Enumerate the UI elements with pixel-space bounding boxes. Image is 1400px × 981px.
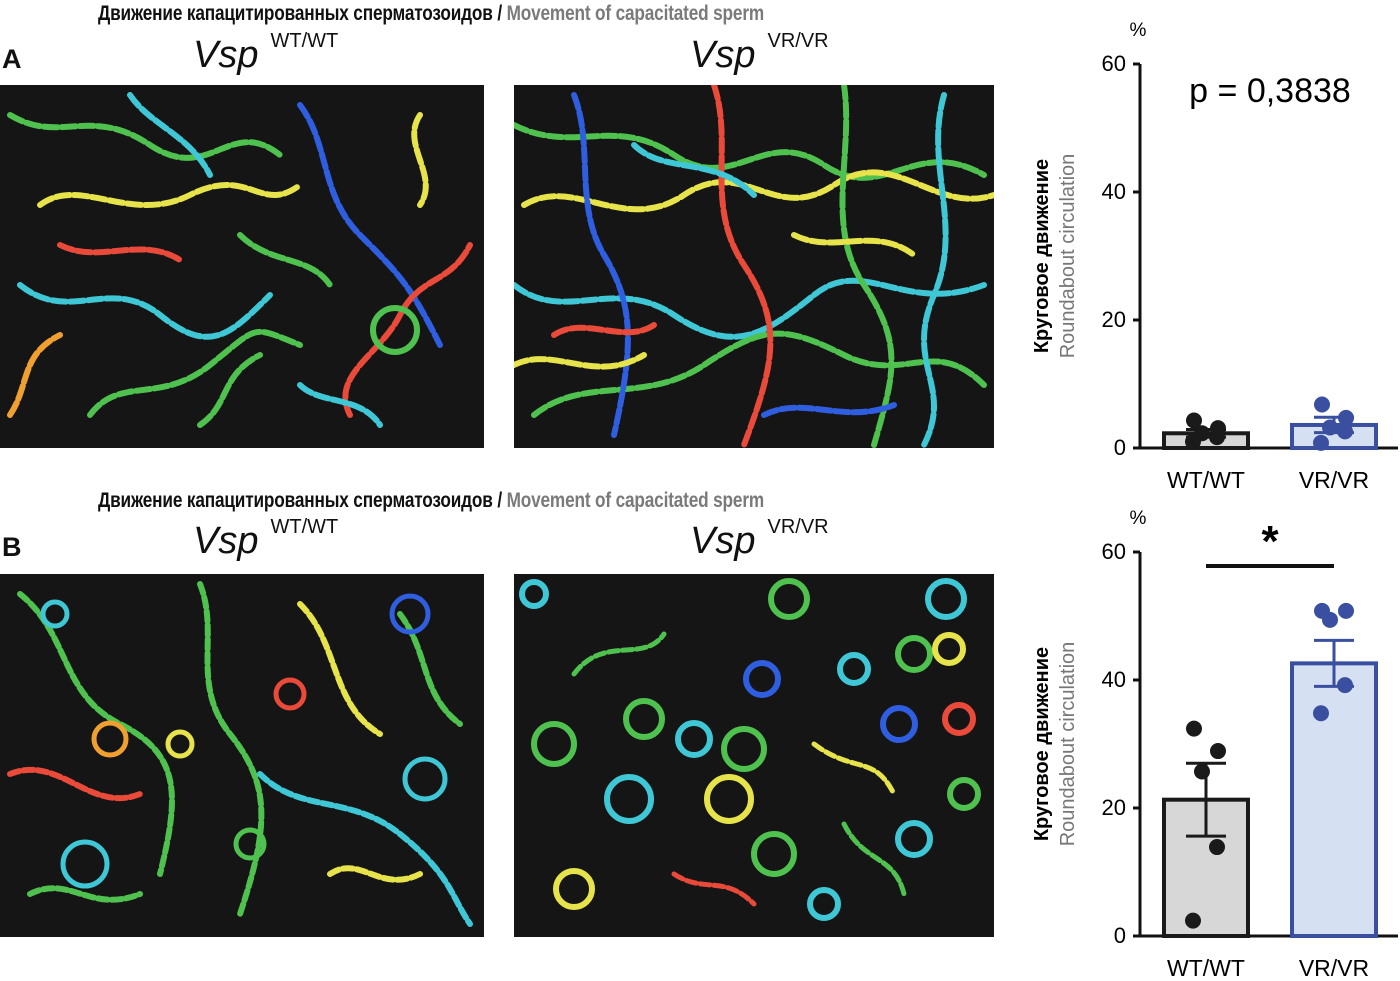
data-point [1209,839,1225,856]
p-value-annotation: p = 0,3838 [1189,72,1351,110]
y-unit-label: % [1130,508,1147,529]
y-axis-label-ru: Круговое движение [1031,159,1053,353]
panel-a-title-sep: / [492,2,507,25]
sperm-tracks-b-vr [519,578,981,921]
panel-a-title-en: Movement of capacitated sperm [506,2,765,25]
panel-a-title: Движение капацитированных сперматозоидов… [98,2,764,26]
data-point [1186,720,1202,737]
y-tick-label: 40 [1102,179,1126,204]
genotype-superscript: VR/VR [767,516,829,538]
y-tick-label: 20 [1102,795,1126,820]
genotype-name: Vsp [690,34,756,76]
panel-a-title-ru: Движение капацитированных сперматозоидов [98,2,493,25]
y-tick-label: 40 [1102,667,1126,692]
data-point [1338,409,1354,426]
sperm-tracks-a-wt [7,92,473,428]
genotype-name: Vsp [193,520,259,562]
data-point [1314,602,1330,619]
data-point [1194,425,1210,442]
x-tick-label: VR/VR [1299,955,1369,978]
y-tick-label: 0 [1114,435,1126,460]
y-tick-label: 60 [1102,539,1126,564]
data-point [1194,763,1210,780]
y-axis-label-ru: Круговое движение [1031,647,1053,841]
data-point [1322,419,1338,436]
micrograph-b-wt [0,574,484,937]
x-tick-label: WT/WT [1167,467,1245,490]
panel-b-title: Движение капацитированных сперматозоидов… [98,489,764,513]
micrograph-a-vr [514,85,994,448]
y-tick-label: 0 [1114,923,1126,948]
data-point [1314,396,1330,413]
genotype-superscript: WT/WT [270,516,339,538]
panel-b-letter: B [2,532,22,562]
data-point [1313,434,1329,451]
data-point [1185,912,1201,929]
y-unit-label: % [1130,20,1147,41]
y-tick-label: 60 [1102,51,1126,76]
panel-b-title-ru: Движение капацитированных сперматозоидов [98,489,493,512]
data-point [1186,412,1202,429]
micrograph-a-wt [0,85,484,448]
sperm-tracks-a-vr [514,85,994,448]
panel-b-title-sep: / [492,489,507,512]
data-point [1338,602,1354,619]
panel-b-title-en: Movement of capacitated sperm [506,489,765,512]
panel-b-genotype-right: Vsp VR/VR [690,516,829,563]
panel-a-genotype-right: Vsp VR/VR [690,30,829,77]
sperm-tracks-b-wt [7,581,473,927]
panel-b-genotype-left: Vsp WT/WT [193,516,338,563]
genotype-superscript: VR/VR [767,30,829,52]
bar-vr-vr [1290,661,1378,939]
y-axis-label-en: Roundabout circulation [1057,154,1079,359]
genotype-superscript: WT/WT [270,30,339,52]
data-point [1337,423,1353,440]
data-point [1313,705,1329,722]
data-point [1337,677,1353,694]
y-axis-label-en: Roundabout circulation [1057,642,1079,847]
y-tick-label: 20 [1102,307,1126,332]
genotype-name: Vsp [690,520,756,562]
significance-star: * [1261,517,1279,566]
data-point [1210,743,1226,760]
micrograph-b-vr [514,574,994,937]
x-tick-label: WT/WT [1167,955,1245,978]
genotype-name: Vsp [193,34,259,76]
data-point [1210,420,1226,437]
bar-chart-b: 0 20 40 60% Круговое движение Roundabout circ… [1031,508,1398,978]
panel-a-genotype-left: Vsp WT/WT [193,30,338,77]
x-tick-label: VR/VR [1299,467,1369,490]
bar-chart-a: 0 20 40 60% Круговое движение Roundabout circ… [1031,20,1398,490]
panel-a-letter: A [2,44,22,74]
